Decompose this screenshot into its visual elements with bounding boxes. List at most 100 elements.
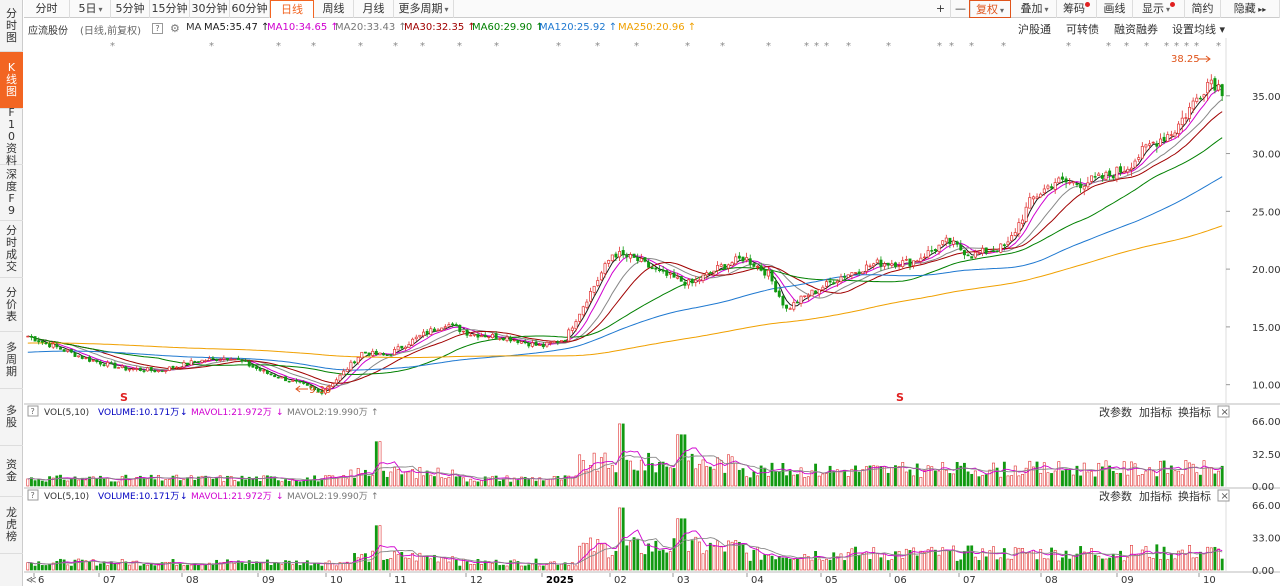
volume-bar bbox=[273, 562, 277, 571]
volume-bar bbox=[432, 554, 436, 571]
tab-price-table[interactable]: 分价表 bbox=[0, 278, 23, 332]
chart-svg[interactable]: 35.00 30.00 25.00 20.00 15.00 10.00 38.25 9.30 S… bbox=[24, 0, 1280, 586]
tab-multi-stock[interactable]: 多股 bbox=[0, 389, 23, 446]
tab-kline[interactable]: K线图 bbox=[0, 52, 23, 109]
volume-bar bbox=[207, 562, 211, 571]
help-icon[interactable]: ? bbox=[152, 23, 163, 34]
tab-multi-period[interactable]: 多周期 bbox=[0, 332, 23, 389]
volume-bar bbox=[265, 475, 269, 487]
volume-bar bbox=[269, 476, 273, 487]
candle bbox=[683, 281, 687, 286]
help-icon[interactable] bbox=[27, 405, 39, 417]
volume-bar bbox=[80, 559, 84, 571]
volume-bar bbox=[182, 478, 186, 487]
volume-bar bbox=[727, 540, 730, 571]
link-2[interactable]: 融资融券 bbox=[1114, 23, 1158, 36]
period-tab-3[interactable]: 15分钟 bbox=[150, 0, 190, 18]
candle bbox=[908, 258, 912, 267]
hide-button[interactable]: 隐藏 ▸▸ bbox=[1221, 0, 1280, 18]
tab-intraday-trades[interactable]: 分时成交 bbox=[0, 221, 23, 278]
period-tab-1[interactable]: 5日 ▾ bbox=[71, 0, 111, 18]
panel-tool-1[interactable]: 加指标 bbox=[1139, 489, 1172, 503]
help-icon[interactable] bbox=[27, 489, 39, 501]
time-axis-label: 08 bbox=[1045, 575, 1058, 586]
period-tab-8[interactable]: 月线 bbox=[354, 0, 394, 18]
display-button[interactable]: 显示 ▾ bbox=[1133, 0, 1185, 18]
chips-button[interactable]: 筹码 bbox=[1057, 0, 1097, 18]
candle bbox=[545, 341, 549, 347]
volume-bar bbox=[251, 563, 255, 571]
simple-button[interactable]: 简约 bbox=[1185, 0, 1221, 18]
candle bbox=[255, 366, 258, 369]
period-tab-7[interactable]: 周线 bbox=[314, 0, 354, 18]
tab-dragon-tiger[interactable]: 龙虎榜 bbox=[0, 497, 23, 554]
volume-bar bbox=[1184, 460, 1188, 487]
period-tab-4[interactable]: 30分钟 bbox=[190, 0, 230, 18]
volume-bar bbox=[1082, 462, 1086, 487]
volume-bar bbox=[690, 540, 694, 571]
volume-bar bbox=[1071, 555, 1075, 571]
candle bbox=[1064, 178, 1068, 183]
volume-bar bbox=[98, 563, 102, 571]
period-tab-2[interactable]: 5分钟 bbox=[111, 0, 150, 18]
volume-bar bbox=[1115, 473, 1119, 487]
candle bbox=[1133, 160, 1137, 168]
volume-bar bbox=[777, 471, 781, 487]
volume-bar bbox=[291, 564, 295, 571]
restore-rights-button[interactable]: 复权 ▾ bbox=[969, 0, 1011, 18]
draw-line-button[interactable]: 画线 bbox=[1097, 0, 1133, 18]
gear-icon[interactable]: ⚙ bbox=[170, 22, 180, 35]
volume-bar bbox=[908, 550, 912, 571]
panel-tool-2[interactable]: 换指标 bbox=[1178, 405, 1211, 419]
candle bbox=[1111, 175, 1115, 179]
period-tab-9[interactable]: 更多周期 ▾ bbox=[394, 0, 454, 18]
zoom-in-button[interactable]: + bbox=[931, 0, 951, 18]
candle bbox=[226, 358, 229, 360]
link-1[interactable]: 可转债 bbox=[1066, 23, 1099, 36]
volume-bar bbox=[298, 481, 302, 487]
close-icon[interactable] bbox=[1217, 489, 1230, 502]
volume-bar bbox=[694, 536, 698, 571]
panel-tool-0[interactable]: 改参数 bbox=[1099, 489, 1132, 503]
tab-intraday[interactable]: 分时图 bbox=[0, 0, 23, 52]
volume-bar bbox=[226, 559, 229, 571]
tab-funds[interactable]: 资金 bbox=[0, 446, 23, 497]
candle bbox=[469, 334, 473, 337]
volume-bar bbox=[785, 557, 788, 571]
tab-depth-f9[interactable]: 深度F9 bbox=[0, 165, 23, 221]
chart-area[interactable]: 35.00 30.00 25.00 20.00 15.00 10.00 38.25 9.30 S… bbox=[24, 0, 1280, 586]
candle bbox=[828, 280, 832, 283]
candle bbox=[59, 347, 62, 350]
volume-bar bbox=[30, 562, 33, 571]
overlay-button[interactable]: 叠加 ▾ bbox=[1013, 0, 1057, 18]
volume-bar bbox=[563, 562, 567, 571]
period-tab-6[interactable]: 日线 bbox=[270, 0, 314, 18]
link-3[interactable]: 设置均线 ▾ bbox=[1172, 23, 1226, 36]
volume-bar bbox=[236, 560, 240, 571]
volume-bar bbox=[560, 479, 563, 487]
time-axis-label: 02 bbox=[614, 575, 627, 586]
candle bbox=[494, 333, 498, 339]
zoom-out-button[interactable]: — bbox=[951, 0, 971, 18]
panel-tool-2[interactable]: 换指标 bbox=[1178, 489, 1211, 503]
panel-tool-0[interactable]: 改参数 bbox=[1099, 405, 1132, 419]
candle bbox=[29, 335, 33, 338]
volume-bar bbox=[614, 550, 618, 571]
tab-f10[interactable]: F10资料 bbox=[0, 106, 23, 166]
period-tab-0[interactable]: 分时 bbox=[24, 0, 70, 18]
candle bbox=[799, 295, 803, 304]
volume-bar bbox=[462, 477, 465, 487]
candle bbox=[146, 367, 150, 372]
panel-tool-1[interactable]: 加指标 bbox=[1139, 405, 1172, 419]
candle bbox=[26, 335, 30, 338]
scroll-left-icon[interactable]: ≪ bbox=[26, 575, 36, 586]
volume-bar bbox=[872, 465, 876, 487]
close-icon[interactable] bbox=[1217, 405, 1230, 418]
volume-bar bbox=[113, 481, 117, 487]
volume-bar bbox=[512, 559, 516, 571]
volume-bar bbox=[727, 454, 730, 487]
period-tab-5[interactable]: 60分钟 bbox=[230, 0, 270, 18]
link-0[interactable]: 沪股通 bbox=[1018, 23, 1051, 36]
volume-bar bbox=[883, 553, 886, 571]
candle bbox=[690, 278, 694, 284]
